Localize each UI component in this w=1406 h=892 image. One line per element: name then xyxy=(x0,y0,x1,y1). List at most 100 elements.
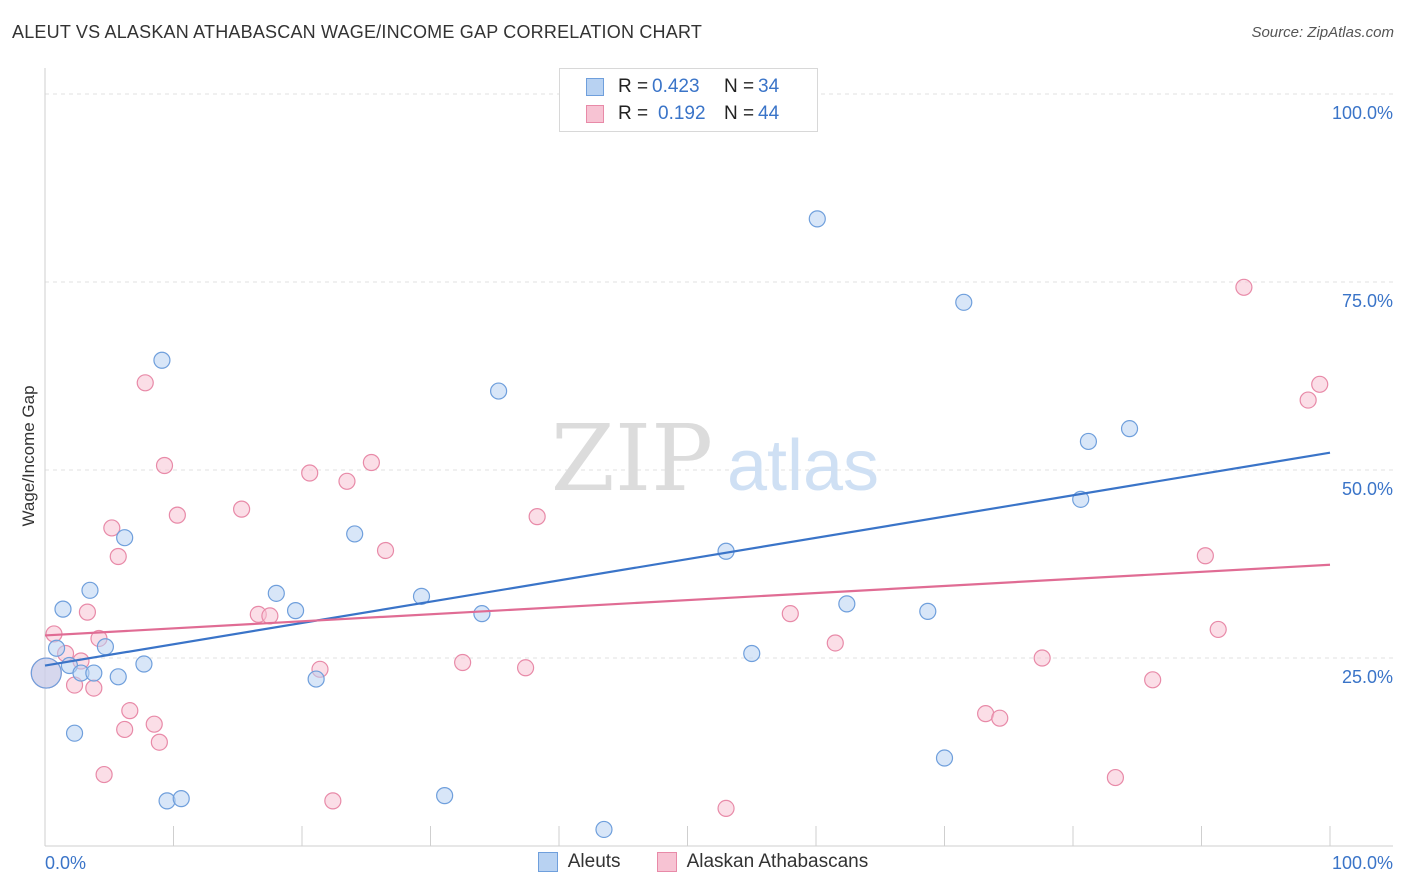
n-label: N = xyxy=(724,76,755,97)
aleut-point xyxy=(595,820,613,839)
aleut-point xyxy=(286,602,305,620)
grid xyxy=(45,93,1393,659)
stats-legend: R = 0.423 N = 34 R = 0.192 N = 44 xyxy=(559,68,818,132)
athabascan-point xyxy=(1106,768,1125,787)
athabascan-point xyxy=(1235,278,1253,296)
y-axis-label: Wage/Income Gap xyxy=(19,385,38,526)
athabascan-point xyxy=(85,679,103,697)
athabascan-point xyxy=(454,653,472,672)
aleut-point xyxy=(838,595,856,613)
athabascan-point xyxy=(116,720,134,739)
athabascan-point xyxy=(78,603,97,621)
y-tick-label: 50.0% xyxy=(1342,479,1393,499)
aleuts-swatch xyxy=(586,78,604,96)
athabascan-point xyxy=(1144,671,1162,689)
legend-row-aleuts: R = 0.423 N = 34 xyxy=(586,75,779,99)
athabascan-point xyxy=(233,500,251,518)
legend-item-aleuts: Aleuts xyxy=(537,851,621,873)
athabascan-point xyxy=(121,702,139,720)
x-tick-label-max: 100.0% xyxy=(1332,853,1393,873)
athabascans-legend-swatch xyxy=(656,852,677,872)
aleut-point xyxy=(808,210,826,228)
athabascan-point xyxy=(781,605,799,623)
r-label: R = xyxy=(618,103,649,124)
legend-item-athabascans: Alaskan Athabascans xyxy=(656,851,869,873)
athabascan-point xyxy=(1196,547,1214,565)
aleut-point xyxy=(436,787,454,805)
aleut-point xyxy=(919,602,937,620)
aleut-point xyxy=(65,724,84,742)
athabascan-point xyxy=(155,456,174,475)
athabascan-point xyxy=(376,541,395,560)
athabascan-point xyxy=(1209,620,1227,639)
athabascan-point xyxy=(168,506,186,524)
aleut-point xyxy=(153,351,171,369)
aleut-point xyxy=(96,638,114,656)
aleut-point xyxy=(490,382,508,400)
athabascan-point xyxy=(145,715,163,733)
watermark-zip: ZIP xyxy=(551,405,713,512)
y-tick-labels: 25.0% 50.0% 75.0% 100.0% xyxy=(1332,103,1393,687)
athabascans-trend-line xyxy=(44,563,1331,637)
athabascan-point xyxy=(136,374,154,392)
athabascans-legend-label: Alaskan Athabascans xyxy=(686,851,869,872)
aleut-point xyxy=(172,790,190,808)
aleuts-legend-swatch xyxy=(537,852,558,872)
aleut-point xyxy=(116,529,134,547)
athabascans-points xyxy=(30,278,1329,818)
n-value: 44 xyxy=(758,103,780,124)
source-label: Source: ZipAtlas.com xyxy=(1251,24,1394,41)
athabascan-point xyxy=(261,607,279,625)
athabascan-point xyxy=(977,705,995,723)
series-legend: Aleuts Alaskan Athabascans xyxy=(0,851,1406,873)
n-label: N = xyxy=(724,103,755,124)
r-value: 0.423 xyxy=(652,76,700,97)
athabascan-point xyxy=(301,464,319,482)
n-value: 34 xyxy=(758,76,780,97)
x-tick-labels: 0.0% 100.0% xyxy=(45,853,1393,873)
aleut-point xyxy=(307,670,325,688)
athabascan-point xyxy=(95,765,113,784)
aleuts-legend-label: Aleuts xyxy=(567,851,621,872)
aleut-point xyxy=(743,644,761,663)
athabascan-point xyxy=(516,659,535,677)
aleuts-trend-line xyxy=(44,451,1331,667)
aleut-point xyxy=(267,584,285,602)
athabascan-point xyxy=(1033,649,1051,667)
aleut-point xyxy=(473,605,491,623)
aleut-point xyxy=(47,639,66,657)
athabascan-point xyxy=(1311,375,1329,393)
aleut-point xyxy=(135,655,153,673)
aleut-point xyxy=(30,657,62,689)
y-tick-label: 100.0% xyxy=(1332,103,1393,123)
aleuts-points xyxy=(30,210,1139,839)
axes xyxy=(44,68,1393,847)
athabascan-point xyxy=(103,519,121,537)
athabascan-point xyxy=(109,547,127,566)
athabascan-point xyxy=(528,508,546,526)
y-tick-label: 75.0% xyxy=(1342,291,1393,311)
chart-title: ALEUT VS ALASKAN ATHABASCAN WAGE/INCOME … xyxy=(12,22,703,42)
aleut-point xyxy=(1120,420,1139,438)
x-tick-label-min: 0.0% xyxy=(45,853,86,873)
aleut-point xyxy=(85,664,103,682)
athabascan-point xyxy=(362,453,380,472)
aleut-point xyxy=(54,600,72,618)
athabascan-point xyxy=(338,472,356,490)
athabascan-point xyxy=(324,792,342,810)
athabascan-point xyxy=(826,634,844,652)
athabascan-point xyxy=(991,709,1009,727)
aleut-point xyxy=(412,587,431,605)
aleut-point xyxy=(1079,432,1098,451)
trend-lines xyxy=(44,451,1331,667)
y-tick-label: 25.0% xyxy=(1342,667,1393,687)
r-label: R = xyxy=(618,76,649,97)
aleut-point xyxy=(955,293,973,311)
athabascan-point xyxy=(717,799,735,818)
legend-row-athabascans: R = 0.192 N = 44 xyxy=(586,102,779,126)
aleut-point xyxy=(158,792,176,810)
aleut-point xyxy=(109,668,127,686)
watermark-atlas: atlas xyxy=(727,426,879,506)
aleut-point xyxy=(81,581,99,599)
r-value: 0.192 xyxy=(658,103,706,124)
